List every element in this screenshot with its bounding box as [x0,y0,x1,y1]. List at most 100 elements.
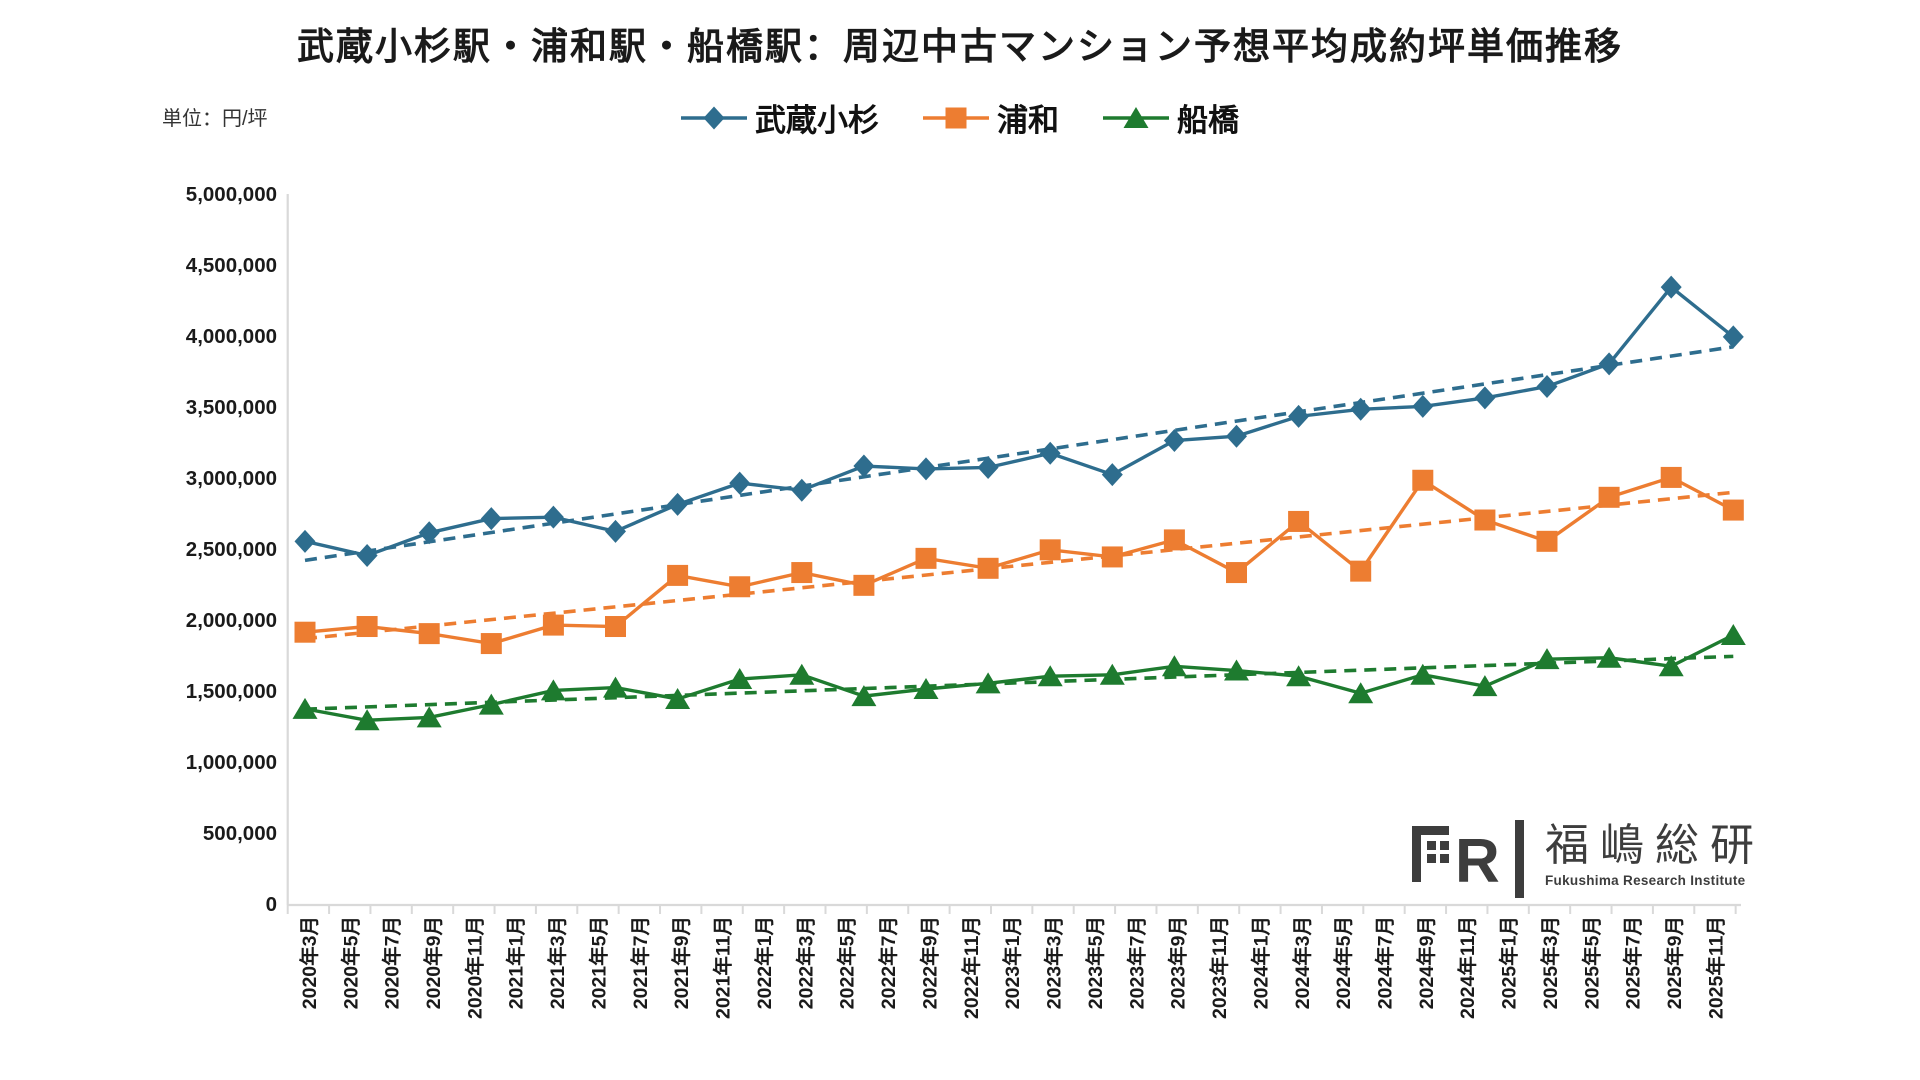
y-axis-label: 4,500,000 [186,254,277,277]
data-point-marker [1161,655,1187,677]
data-point-marker [480,633,502,655]
y-axis-label: 1,000,000 [186,751,277,774]
x-axis-label: 2024年5月 [1332,916,1355,1009]
fri-logo: R 福嶋総研 Fukushima Research Institute [1412,820,1765,898]
data-point-marker [945,107,967,128]
x-axis-label: 2020年3月 [298,916,321,1009]
data-point-marker [603,676,628,698]
data-point-marker [667,492,689,516]
data-point-marker [1596,646,1622,668]
y-axis-label: 3,500,000 [186,396,277,419]
data-point-marker [1474,509,1496,531]
x-axis-label: 2024年7月 [1374,916,1397,1009]
x-axis-label: 2023年3月 [1043,916,1066,1009]
x-axis-label: 2023年9月 [1167,916,1190,1009]
trendline-0 [304,345,1734,563]
x-axis-label: 2024年11月 [1456,916,1479,1019]
x-axis-label: 2020年5月 [339,916,362,1009]
data-point-marker [975,672,1001,694]
x-axis-label: 2020年11月 [463,916,486,1019]
page-title: 武蔵小杉駅・浦和駅・船橋駅：周辺中古マンション予想平均成約坪単価推移 [297,26,1623,67]
trendline-2 [304,654,1734,712]
data-point-marker [418,521,440,545]
series-line-0 [304,284,1735,558]
data-point-marker [542,614,564,636]
x-axis-label: 2024年1月 [1249,916,1272,1009]
unit-label: 単位：円/坪 [162,108,268,130]
x-axis-label: 2021年1月 [505,916,528,1009]
data-point-marker [703,106,725,129]
data-point-marker [1472,675,1498,697]
data-point-marker [1658,655,1684,677]
y-axis-label: 2,500,000 [186,538,277,561]
data-point-marker [292,697,318,719]
data-point-marker [1101,546,1123,568]
fri-logo-mark: R [1412,820,1524,898]
legend-item-2: 船橋 [1103,95,1239,140]
y-axis-label: 5,000,000 [186,183,277,206]
x-axis-label: 2020年7月 [381,916,404,1009]
x-axis-label: 2021年9月 [670,916,693,1009]
trendline-1 [304,490,1734,641]
legend-label: 船橋 [1177,103,1239,138]
data-point-marker [1598,352,1620,376]
data-point-marker [1536,375,1558,399]
data-point-marker [977,455,999,479]
legend-marker-square-icon [923,107,989,128]
data-point-marker [791,562,813,584]
y-axis-label: 1,500,000 [186,680,277,703]
data-point-marker [416,706,442,728]
x-axis-label: 2025年9月 [1663,916,1686,1009]
data-point-marker [1101,463,1123,487]
data-point-marker [1288,510,1310,532]
data-point-marker [1163,529,1185,551]
data-point-marker [356,616,378,638]
data-point-marker [1286,665,1312,687]
data-point-marker [915,547,937,569]
data-point-marker [729,471,751,495]
data-point-marker [977,557,999,579]
x-axis-label: 2023年1月 [1001,916,1024,1009]
data-point-marker [294,529,316,553]
data-point-marker [1037,665,1063,687]
data-point-marker [1123,106,1149,128]
x-axis-label: 2021年7月 [629,916,652,1009]
legend-item-1: 浦和 [923,95,1059,140]
x-axis-label: 2023年11月 [1208,916,1231,1019]
y-axis-label: 500,000 [203,822,277,845]
x-axis-label: 2022年11月 [960,916,983,1019]
data-point-marker [729,576,751,598]
data-point-marker [1039,441,1061,465]
data-point-marker [1412,469,1434,491]
data-point-marker [1350,560,1372,582]
data-point-marker [1660,275,1682,299]
data-point-marker [1350,397,1372,421]
data-point-marker [853,574,875,596]
data-point-marker [853,454,875,478]
data-point-marker [418,623,440,645]
data-point-marker [1536,530,1558,552]
x-axis-label: 2022年3月 [794,916,817,1009]
data-point-marker [1410,663,1436,685]
x-axis-label: 2024年9月 [1415,916,1438,1009]
data-point-marker [1474,386,1496,410]
data-point-marker [1722,325,1744,349]
legend-marker-triangle-icon [1103,106,1169,128]
x-axis-label: 2025年7月 [1622,916,1645,1009]
x-axis-label: 2024年3月 [1291,916,1314,1009]
data-point-marker [789,663,815,685]
data-point-marker [540,679,566,701]
data-point-marker [542,505,564,529]
legend-item-0: 武蔵小杉 [681,95,879,140]
x-axis-label: 2022年7月 [877,916,900,1009]
data-point-marker [1288,404,1310,428]
data-point-marker [480,507,502,531]
x-axis-label: 2021年5月 [587,916,610,1009]
data-point-marker [1722,499,1744,521]
series-line-2 [304,633,1735,722]
legend-marker-diamond-icon [681,106,747,129]
y-axis-label: 0 [266,893,277,916]
data-point-marker [294,621,316,643]
x-axis-label: 2023年7月 [1125,916,1148,1009]
